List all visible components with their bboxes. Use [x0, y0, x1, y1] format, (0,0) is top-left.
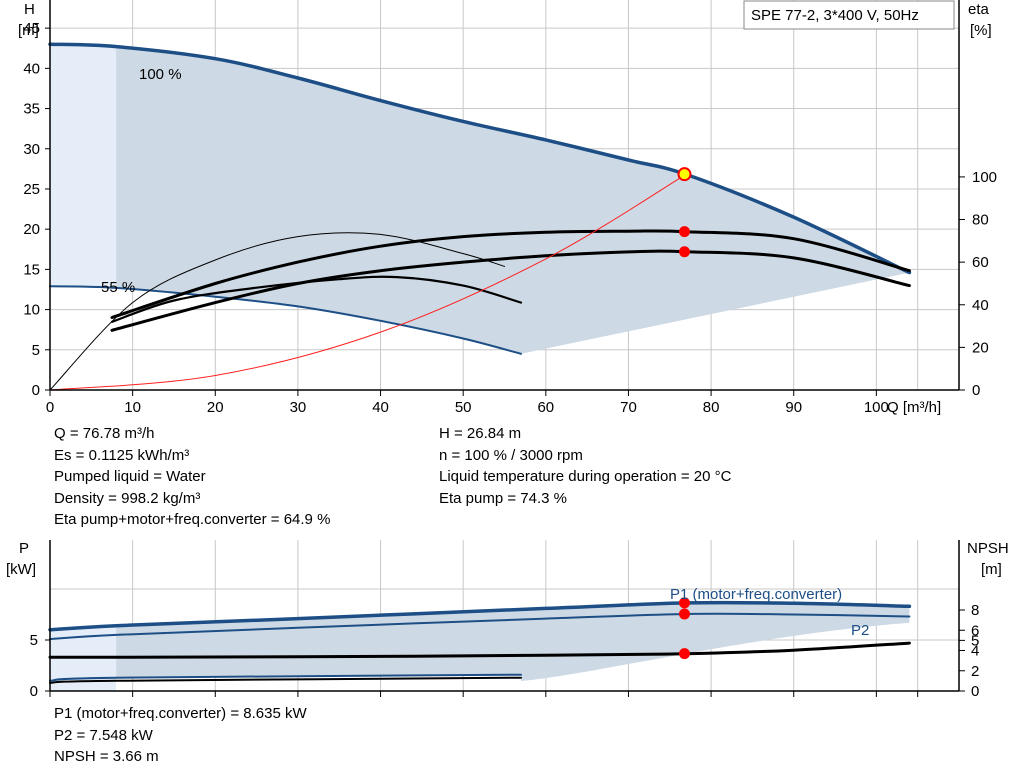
- y2-tick-label: 6: [971, 622, 979, 639]
- y2-tick-label: 100: [972, 169, 997, 186]
- x-tick-label: 100: [864, 399, 889, 416]
- info-density: Density = 998.2 kg/m³: [54, 489, 201, 507]
- y-tick-label: 0: [32, 382, 40, 399]
- x-tick-label: 10: [124, 399, 141, 416]
- bottom-curves: [48, 600, 912, 684]
- info-speed: n = 100 % / 3000 rpm: [439, 446, 583, 464]
- power-info: P1 (motor+freq.converter) = 8.635 kW P2 …: [54, 703, 307, 768]
- y2-axis-label-npsh: NPSH: [967, 540, 1009, 557]
- y2-tick-label: 80: [972, 212, 989, 229]
- curve-line: [110, 249, 911, 332]
- y2-tick-label: 5: [971, 632, 979, 649]
- y-axis-unit-h: [m]: [18, 22, 39, 39]
- info-p1: P1 (motor+freq.converter) = 8.635 kW: [54, 705, 307, 722]
- bottom-axes: [49, 540, 960, 692]
- curve-line: [48, 641, 911, 659]
- x-tick-label: 0: [46, 399, 54, 416]
- y2-tick-label: 4: [971, 643, 979, 660]
- top-tick-labels: 0 10 20 30 40 50 60 70 80 90 100 0 5 10 15 20 25 30 35 40 45…: [23, 20, 997, 416]
- info-flow: Q = 76.78 m³/h: [54, 425, 155, 442]
- duty-point: [677, 167, 692, 182]
- p2-point: [678, 608, 690, 620]
- info-temperature: Liquid temperature during operation = 20…: [439, 468, 732, 485]
- curve-label-55: 55 %: [101, 279, 135, 296]
- y-tick-label: 5: [32, 342, 40, 359]
- info-liquid: Pumped liquid = Water: [54, 468, 206, 485]
- y-tick-label: 20: [23, 221, 40, 238]
- npsh-point: [678, 648, 690, 660]
- y-tick-label: 5: [30, 632, 38, 649]
- y-axis-label-h: H: [24, 1, 35, 18]
- y-tick-label: 35: [23, 101, 40, 118]
- x-tick-label: 80: [703, 399, 720, 416]
- eta-total-point: [678, 246, 690, 258]
- curve-line: [48, 600, 912, 632]
- y-tick-label: 30: [23, 141, 40, 158]
- chart-title: SPE 77-2, 3*400 V, 50Hz: [751, 7, 919, 24]
- operating-range-area: [116, 46, 910, 354]
- operating-range-area: [116, 602, 910, 681]
- y-tick-label: 15: [23, 261, 40, 278]
- top-curves: [48, 42, 912, 391]
- top-operating-points: [677, 167, 692, 258]
- curve-label-p2: P2: [851, 622, 869, 639]
- operating-info-right: H = 26.84 m n = 100 % / 3000 rpm Liquid …: [439, 423, 731, 509]
- top-axes: [49, 0, 960, 391]
- x-tick-label: 20: [207, 399, 224, 416]
- curve-line: [110, 229, 911, 319]
- y-tick-label: 45: [23, 20, 40, 37]
- y2-axis-label-eta: eta: [968, 1, 990, 18]
- title-box-frame: [743, 0, 955, 30]
- chart-title-box: SPE 77-2, 3*400 V, 50Hz: [743, 0, 955, 30]
- y-tick-label: 25: [23, 181, 40, 198]
- curve-line: [49, 673, 522, 682]
- y2-tick-label: 0: [971, 683, 979, 700]
- y2-tick-label: 20: [972, 339, 989, 356]
- y2-tick-label: 8: [971, 602, 979, 619]
- y-tick-label: 10: [23, 302, 40, 319]
- y2-tick-label: 2: [971, 663, 979, 680]
- y-axis-unit-p: [kW]: [6, 561, 36, 578]
- curve-line: [110, 275, 523, 323]
- x-axis-label-q: Q [m³/h]: [887, 399, 941, 416]
- x-tick-label: 70: [620, 399, 637, 416]
- y2-tick-label: 0: [972, 382, 980, 399]
- x-tick-label: 30: [290, 399, 307, 416]
- info-eta-total: Eta pump+motor+freq.converter = 64.9 %: [54, 511, 331, 528]
- info-p2: P2 = 7.548 kW: [54, 726, 153, 744]
- info-energy: Es = 0.1125 kWh/m³: [54, 446, 190, 464]
- top-operating-area: [50, 44, 910, 354]
- info-eta-pump: Eta pump = 74.3 %: [439, 489, 567, 507]
- y2-axis-unit-eta: [%]: [970, 22, 992, 39]
- y-axis-label-p: P: [19, 540, 29, 557]
- x-tick-label: 90: [785, 399, 802, 416]
- curve-label-100: 100 %: [139, 66, 182, 83]
- y2-tick-label: 40: [972, 297, 989, 314]
- curve-line: [49, 612, 911, 640]
- info-npsh: NPSH = 3.66 m: [54, 748, 159, 765]
- curve-line: [49, 232, 505, 391]
- y2-tick-label: 60: [972, 254, 989, 271]
- x-tick-label: 60: [537, 399, 554, 416]
- bottom-operating-points: [678, 597, 690, 660]
- min-flow-region: [50, 44, 117, 287]
- eta-pump-point: [678, 226, 690, 238]
- operating-info-left: Q = 76.78 m³/h Es = 0.1125 kWh/m³ Pumped…: [54, 423, 330, 531]
- curve-label-p1: P1 (motor+freq.converter): [670, 586, 842, 603]
- y-tick-label: 0: [30, 683, 38, 700]
- y2-axis-unit-npsh: [m]: [981, 561, 1002, 578]
- y-tick-label: 40: [23, 60, 40, 77]
- curve-line: [49, 173, 687, 391]
- curve-line: [49, 676, 522, 684]
- curve-line: [48, 42, 912, 275]
- x-tick-label: 50: [455, 399, 472, 416]
- head-efficiency-chart: 0 10 20 30 40 50 60 70 80 90 100 0 5 10 15 20 25 30 35 40 45…: [18, 0, 997, 416]
- x-tick-label: 40: [372, 399, 389, 416]
- info-head: H = 26.84 m: [439, 425, 522, 442]
- curve-line: [49, 285, 522, 355]
- p1-point: [678, 597, 690, 609]
